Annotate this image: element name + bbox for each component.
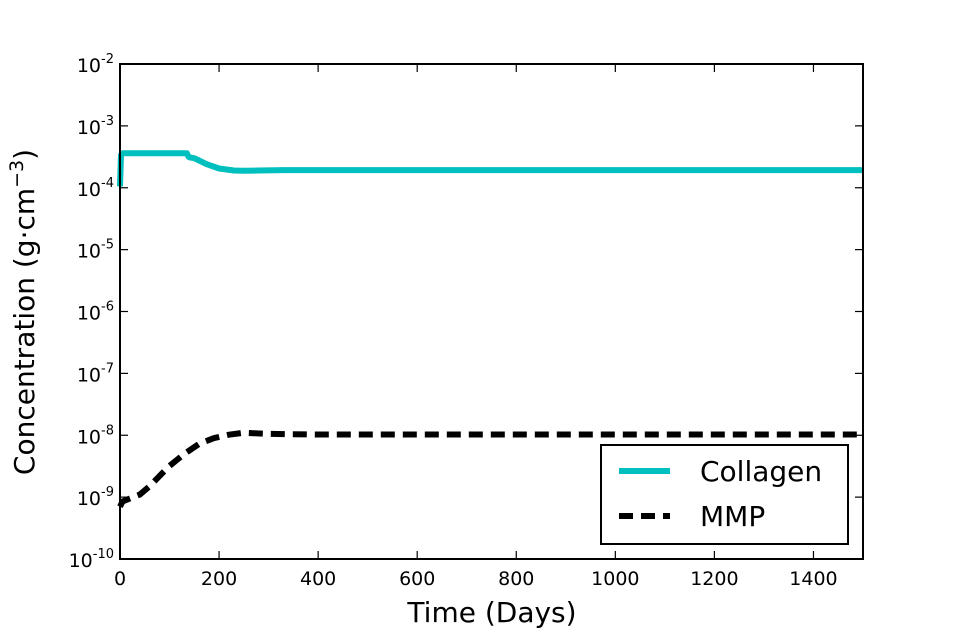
legend-label-mmp: MMP: [700, 500, 765, 533]
y-tick-labels: 10-10 10-9 10-8 10-7 10-6 10-5 10-4 10-3 10-2: [69, 52, 114, 572]
series-line-collagen: [117, 150, 863, 187]
x-tick-label: 0: [114, 568, 126, 590]
y-tick-label: 10-7: [77, 361, 114, 386]
y-axis-label-exponent: −3: [6, 160, 28, 188]
y-tick-label: 10-3: [77, 114, 114, 139]
x-tick-label: 400: [300, 568, 336, 590]
legend-box: [600, 444, 849, 545]
x-tick-label: 1200: [690, 568, 738, 590]
x-tick-labels: 0 200 400 600 800 1000 1200 1400: [114, 568, 838, 590]
y-tick-label: 10-4: [77, 176, 114, 201]
y-tick-label: 10-9: [77, 485, 114, 510]
y-tick-label: 10-8: [77, 423, 114, 448]
x-tick-label: 1000: [591, 568, 639, 590]
x-tick-label: 1400: [789, 568, 837, 590]
series-line-mmp: [117, 429, 863, 508]
y-axis-label-suffix: ): [8, 149, 41, 160]
legend-label-collagen: Collagen: [700, 455, 822, 488]
y-axis-label: Concentration (g·cm−3): [6, 149, 41, 475]
y-tick-label: 10-10: [69, 547, 114, 572]
x-tick-label: 200: [201, 568, 237, 590]
legend: Collagen MMP: [600, 444, 849, 545]
x-axis-label: Time (Days): [406, 596, 576, 629]
y-tick-label: 10-6: [77, 300, 114, 325]
series-layer: [117, 150, 863, 508]
plot-frame: [119, 63, 864, 560]
x-tick-label: 600: [399, 568, 435, 590]
x-tick-label: 800: [498, 568, 534, 590]
y-axis-label-prefix: Concentration (g·cm: [8, 188, 41, 475]
y-tick-label: 10-5: [77, 238, 114, 263]
y-tick-label: 10-2: [77, 52, 114, 77]
